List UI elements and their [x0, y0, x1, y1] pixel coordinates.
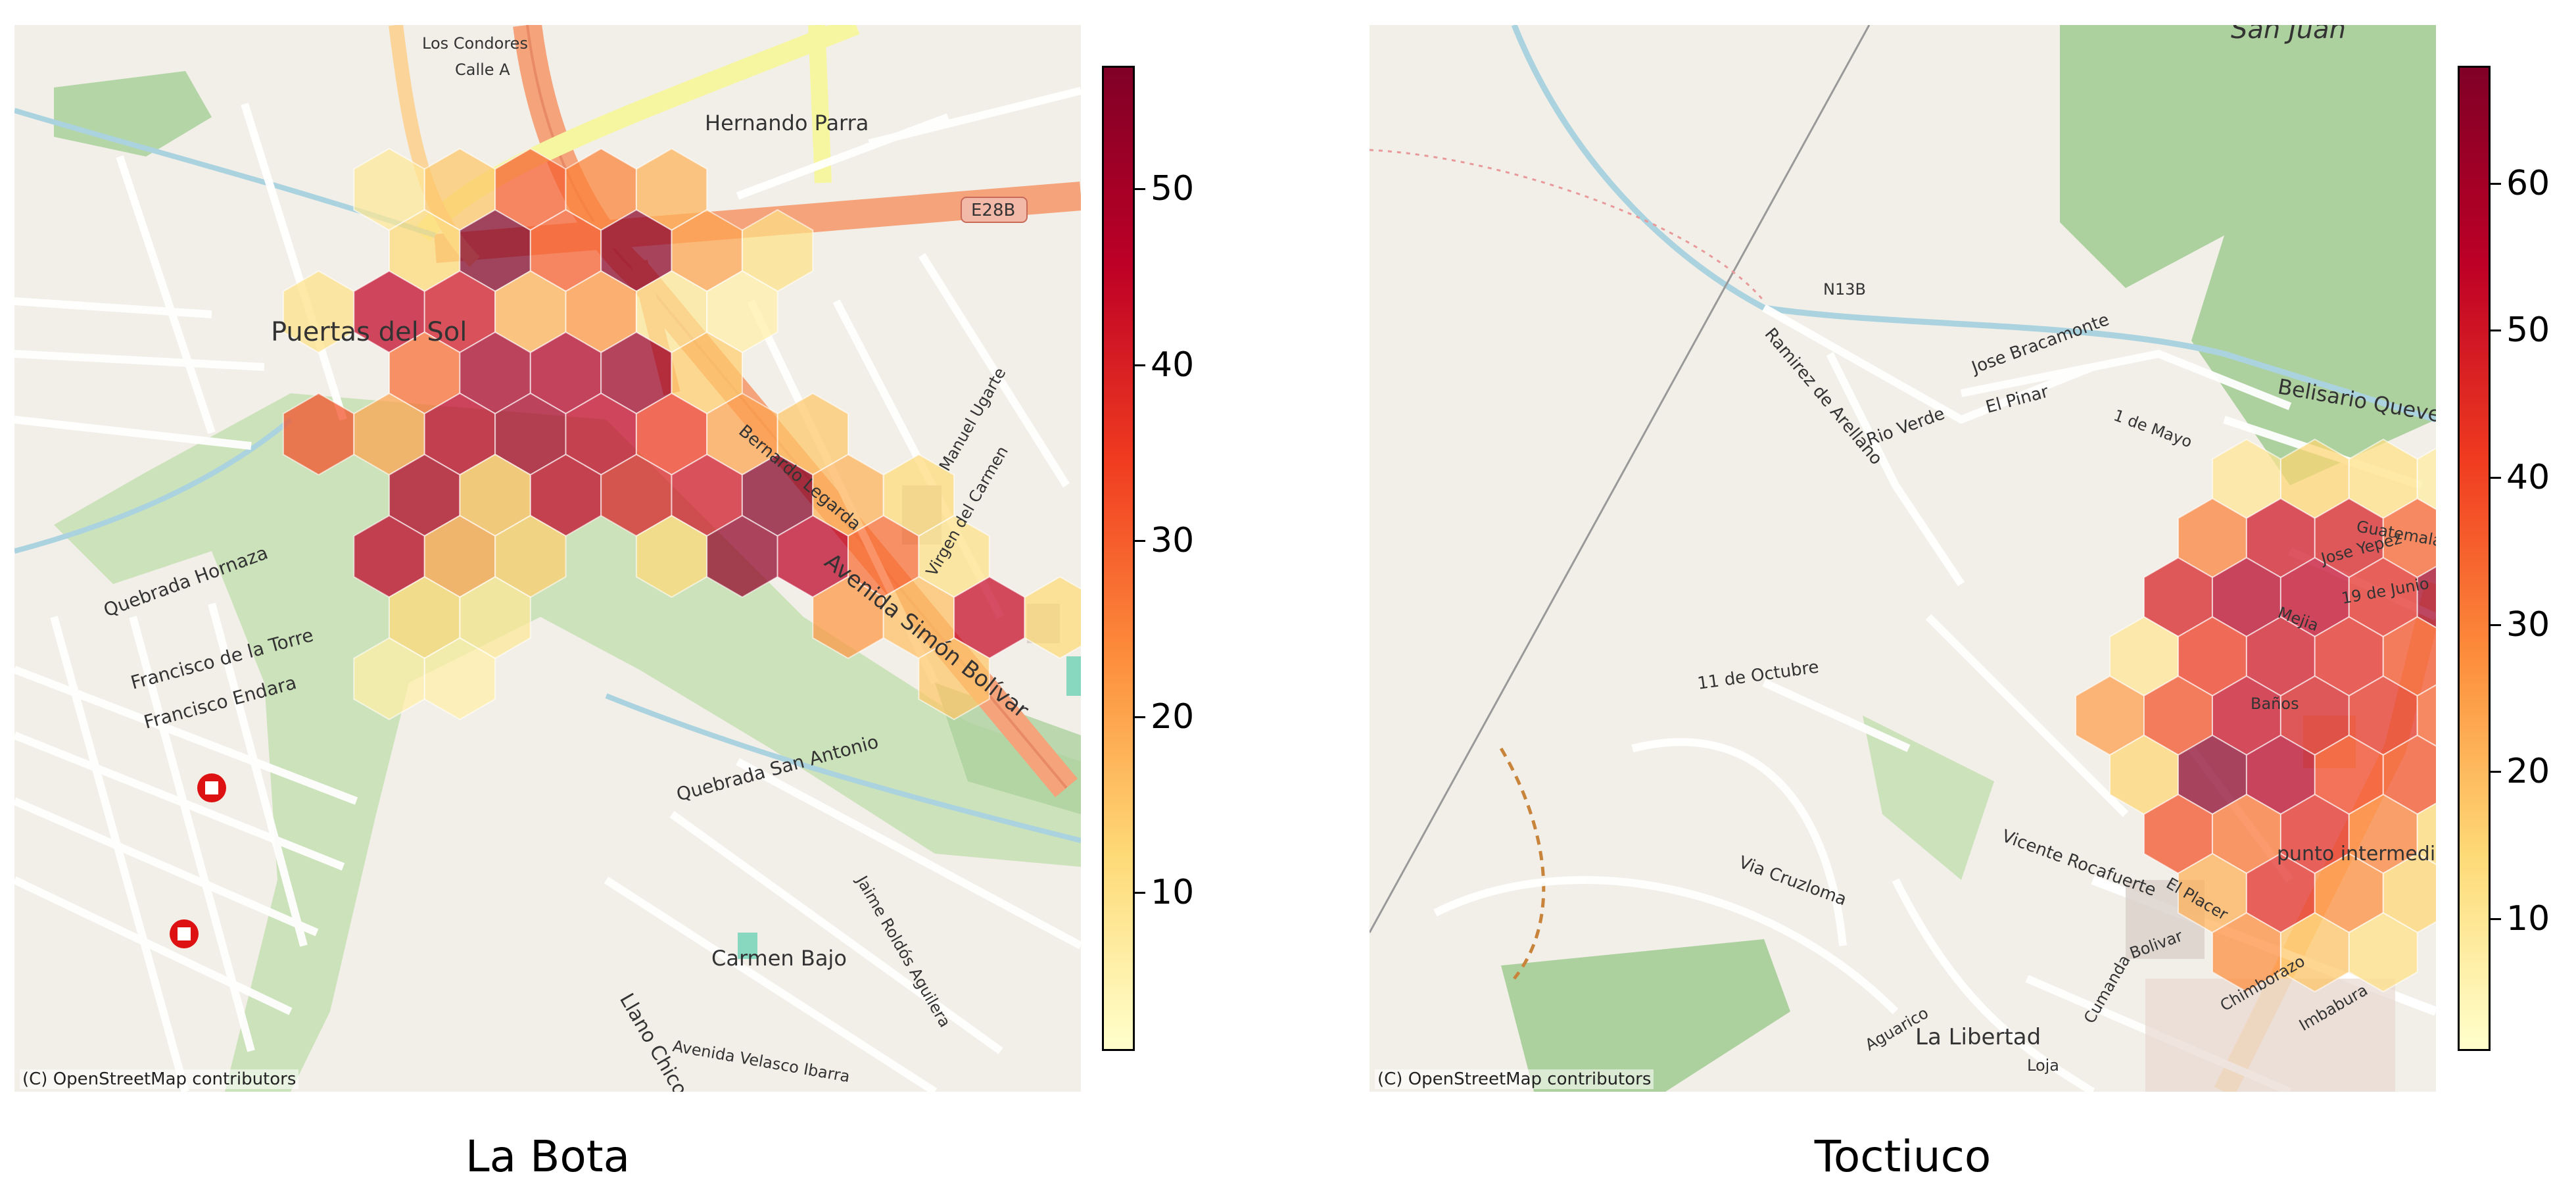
- colorbar-tick-label: 20: [2506, 752, 2550, 792]
- map-label: Calle A: [455, 61, 510, 79]
- map-label: Loja: [2027, 1056, 2059, 1075]
- colorbar-tick-label: 40: [1151, 345, 1195, 385]
- map-label: N13B: [1823, 280, 1866, 299]
- colorbar-tick-label: 50: [1151, 169, 1195, 209]
- colorbar-la-bota: [1102, 66, 1135, 1051]
- hexbin-cell: [1024, 575, 1081, 660]
- map-label: Ramirez de Arellano: [1761, 324, 1886, 469]
- map-label: Vicente Rocafuerte: [1999, 826, 2159, 900]
- colorbar-tick-label: 20: [1151, 696, 1195, 737]
- map-la-bota[interactable]: Puertas del Sol Hernando Parra Avenida S…: [14, 25, 1081, 1092]
- colorbar-tick-label: 10: [1151, 873, 1195, 913]
- basemap-la-bota: Puertas del Sol Hernando Parra Avenida S…: [14, 25, 1081, 1092]
- map-label: 1 de Mayo: [2111, 406, 2195, 451]
- map-label: punto intermedio: [2277, 842, 2436, 866]
- map-label: Hernando Parra: [705, 110, 869, 135]
- colorbar-tick-label: 40: [2506, 458, 2550, 498]
- map-label: Avenida Velasco Ibarra: [671, 1036, 851, 1086]
- colorbar-tick-label: 60: [2506, 163, 2550, 203]
- map-label: Baños: [2251, 695, 2299, 713]
- colorbar-tick-label: 50: [2506, 310, 2550, 351]
- hexbin-cell: [423, 637, 496, 721]
- map-attribution: (C) OpenStreetMap contributors: [20, 1069, 299, 1089]
- panel-title-la-bota: La Bota: [465, 1131, 631, 1182]
- map-label: San Juan: [2231, 25, 2346, 45]
- basemap-toctiuco: San Juan Belisario Quevedo Jose Bracamon…: [1370, 25, 2436, 1092]
- map-toctiuco[interactable]: San Juan Belisario Quevedo Jose Bracamon…: [1370, 25, 2436, 1092]
- hexbin-cell: [2348, 912, 2418, 993]
- colorbar-ticks-toctiuco: 10 20 30 40 50 60: [2491, 66, 2569, 1051]
- map-label: Los Condores: [422, 34, 528, 53]
- hexbin-cell: [918, 637, 990, 721]
- colorbar-tick-label: 30: [1151, 521, 1195, 561]
- map-label: Puertas del Sol: [271, 317, 467, 347]
- colorbar-ticks-la-bota: 10 20 30 40 50: [1135, 66, 1214, 1051]
- map-label: 11 de Octubre: [1696, 657, 1821, 694]
- panel-title-toctiuco: Toctiuco: [1814, 1131, 1992, 1182]
- map-label: Carmen Bajo: [711, 946, 847, 971]
- colorbar-toctiuco: [2458, 66, 2491, 1051]
- route-shield: E28B: [971, 201, 1015, 220]
- map-label: La Libertad: [1915, 1024, 2041, 1050]
- colorbar-tick-label: 30: [2506, 604, 2550, 645]
- map-label: Rio Verde: [1864, 404, 1947, 451]
- colorbar-tick-label: 10: [2506, 898, 2550, 939]
- map-attribution: (C) OpenStreetMap contributors: [1375, 1069, 1654, 1089]
